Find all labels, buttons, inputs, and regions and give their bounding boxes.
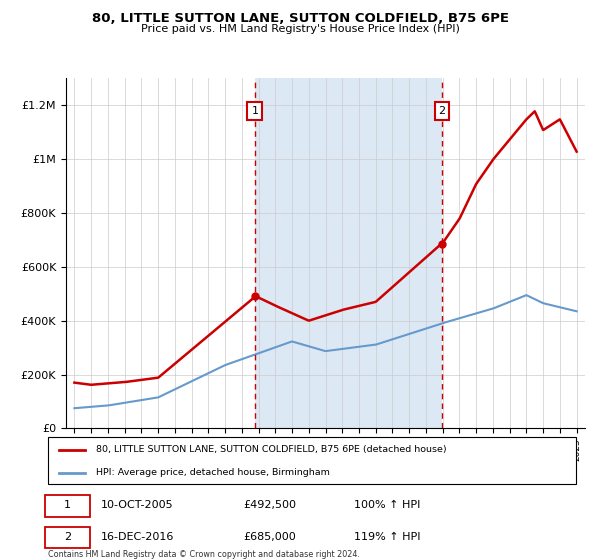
Text: 1: 1 xyxy=(64,500,71,510)
Bar xyxy=(255,78,442,428)
FancyBboxPatch shape xyxy=(46,526,90,548)
Text: 1: 1 xyxy=(251,106,259,116)
Text: £492,500: £492,500 xyxy=(244,500,296,510)
Text: 10-OCT-2005: 10-OCT-2005 xyxy=(101,500,173,510)
Text: 2: 2 xyxy=(64,532,71,542)
Text: 80, LITTLE SUTTON LANE, SUTTON COLDFIELD, B75 6PE (detached house): 80, LITTLE SUTTON LANE, SUTTON COLDFIELD… xyxy=(95,445,446,454)
Text: 100% ↑ HPI: 100% ↑ HPI xyxy=(354,500,421,510)
Text: HPI: Average price, detached house, Birmingham: HPI: Average price, detached house, Birm… xyxy=(95,468,329,477)
Text: Contains HM Land Registry data © Crown copyright and database right 2024.
This d: Contains HM Land Registry data © Crown c… xyxy=(48,550,360,560)
Text: 2: 2 xyxy=(439,106,446,116)
FancyBboxPatch shape xyxy=(46,495,90,516)
Text: 80, LITTLE SUTTON LANE, SUTTON COLDFIELD, B75 6PE: 80, LITTLE SUTTON LANE, SUTTON COLDFIELD… xyxy=(91,12,509,25)
Text: 119% ↑ HPI: 119% ↑ HPI xyxy=(354,532,421,542)
Text: £685,000: £685,000 xyxy=(244,532,296,542)
Text: Price paid vs. HM Land Registry's House Price Index (HPI): Price paid vs. HM Land Registry's House … xyxy=(140,24,460,34)
Text: 16-DEC-2016: 16-DEC-2016 xyxy=(101,532,174,542)
